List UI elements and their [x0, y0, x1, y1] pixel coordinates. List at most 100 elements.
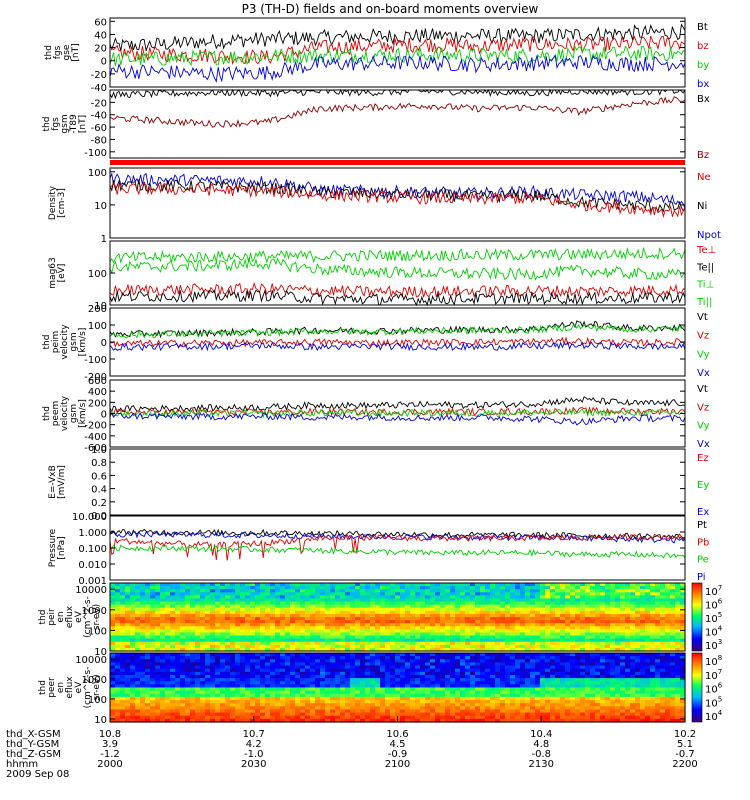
heatmap-cell [135, 623, 141, 627]
heatmap-cell [430, 598, 436, 603]
heatmap-cell [570, 586, 576, 590]
heatmap-cell [255, 703, 261, 707]
y-tick-label: 100 [88, 626, 107, 637]
heatmap-cell [585, 662, 591, 667]
heatmap-cell [320, 668, 326, 673]
heatmap-cell [290, 620, 296, 624]
heatmap-cell [440, 662, 446, 667]
heatmap-cell [380, 687, 386, 692]
heatmap-cell [310, 592, 316, 596]
legend-item: Ex [697, 507, 709, 518]
heatmap-cell [135, 712, 141, 717]
heatmap-cell [540, 693, 546, 698]
heatmap-cell [230, 635, 236, 640]
heatmap-cell [650, 595, 656, 600]
heatmap-cell [515, 623, 521, 627]
heatmap-cell [540, 601, 546, 606]
heatmap-cell [560, 671, 566, 676]
heatmap-cell [330, 712, 336, 717]
heatmap-cell [530, 696, 536, 701]
heatmap-cell [110, 715, 116, 720]
heatmap-cell [405, 647, 411, 652]
heatmap-cell [245, 681, 251, 685]
heatmap-cell [410, 620, 416, 624]
heatmap-cell [310, 684, 316, 689]
heatmap-cell [125, 647, 131, 652]
legend-item: Te|| [696, 262, 714, 273]
heatmap-cell [160, 610, 166, 615]
heatmap-cell [410, 690, 416, 695]
heatmap-cell [280, 696, 286, 701]
heatmap-cell [115, 659, 121, 664]
heatmap-cell [515, 715, 521, 720]
heatmap-cell [660, 583, 666, 587]
heatmap-cell [120, 668, 126, 673]
heatmap-cell [500, 659, 506, 664]
heatmap-cell [570, 595, 576, 600]
heatmap-cell [640, 598, 646, 603]
y-axis-label-line: thd [38, 610, 48, 625]
heatmap-cell [540, 668, 546, 673]
heatmap-cell [190, 662, 196, 667]
heatmap-cell [570, 620, 576, 624]
heatmap-cell [490, 674, 496, 679]
heatmap-cell [355, 712, 361, 717]
y-tick-label: 100 [88, 321, 107, 332]
heatmap-cell [550, 715, 556, 720]
heatmap-cell [110, 718, 116, 723]
heatmap-cell [615, 601, 621, 606]
heatmap-cell [110, 687, 116, 692]
heatmap-cell [480, 647, 486, 652]
heatmap-cell [495, 662, 501, 667]
heatmap-cell [185, 715, 191, 720]
heatmap-cell [645, 623, 651, 627]
heatmap-cell [130, 641, 136, 646]
heatmap-cell [370, 598, 376, 603]
heatmap-cell [330, 656, 336, 660]
heatmap-cell [115, 644, 121, 649]
heatmap-cell [650, 638, 656, 643]
heatmap-cell [230, 690, 236, 695]
heatmap-cell [605, 601, 611, 606]
heatmap-cell [475, 601, 481, 606]
heatmap-cell [365, 696, 371, 701]
heatmap-cell [410, 626, 416, 630]
heatmap-cell [590, 623, 596, 627]
heatmap-cell [585, 693, 591, 698]
heatmap-cell [580, 598, 586, 603]
heatmap-cell [405, 644, 411, 649]
heatmap-cell [545, 700, 551, 704]
heatmap-cell [185, 644, 191, 649]
heatmap-cell [340, 607, 346, 612]
heatmap-cell [630, 626, 636, 630]
heatmap-cell [420, 595, 426, 600]
heatmap-cell [530, 626, 536, 630]
heatmap-cell [110, 583, 116, 587]
heatmap-cell [235, 613, 241, 618]
heatmap-cell [580, 706, 586, 711]
heatmap-cell [130, 644, 136, 649]
heatmap-cell [195, 641, 201, 646]
heatmap-cell [380, 700, 386, 704]
heatmap-cell [605, 674, 611, 679]
heatmap-cell [205, 656, 211, 660]
heatmap-cell [160, 671, 166, 676]
heatmap-cell [385, 610, 391, 615]
heatmap-cell [175, 626, 181, 630]
heatmap-cell [360, 659, 366, 664]
heatmap-cell [325, 678, 331, 682]
heatmap-cell [500, 718, 506, 723]
heatmap-cell [390, 610, 396, 615]
heatmap-cell [435, 684, 441, 689]
heatmap-cell [120, 632, 126, 637]
heatmap-cell [140, 715, 146, 720]
heatmap-cell [135, 644, 141, 649]
heatmap-cell [455, 610, 461, 615]
heatmap-cell [540, 598, 546, 603]
heatmap-cell [330, 626, 336, 630]
heatmap-cell [530, 659, 536, 664]
heatmap-cell [530, 607, 536, 612]
heatmap-cell [140, 610, 146, 615]
heatmap-cell [655, 617, 661, 621]
heatmap-cell [555, 700, 561, 704]
